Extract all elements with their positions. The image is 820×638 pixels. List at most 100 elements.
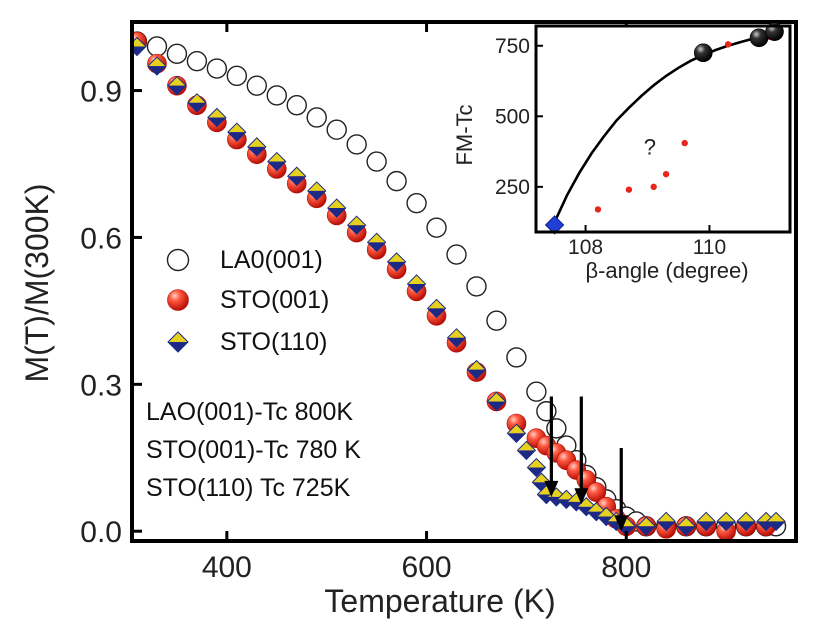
inset-x-axis-title: β-angle (degree) <box>585 258 748 283</box>
inset-black-sphere <box>693 43 713 63</box>
legend-item: LA0(001) <box>166 246 323 274</box>
data-point-STO(110) <box>227 122 247 142</box>
x-tick-label: 800 <box>601 551 651 584</box>
data-point-STO(110) <box>287 166 307 186</box>
data-point-STO(110) <box>736 511 756 532</box>
tc-notes: LAO(001)-Tc 800K STO(001)-Tc 780 K STO(110… <box>146 398 361 502</box>
data-point-LA0(001) <box>206 58 228 79</box>
data-point-STO(001) <box>586 482 607 502</box>
inset-red-dot <box>724 41 732 48</box>
data-point-LA0(001) <box>446 244 467 265</box>
tc-arrow <box>544 396 559 497</box>
data-point-STO(110) <box>466 359 487 380</box>
data-point-STO(110) <box>696 511 716 532</box>
y-axis-title: M(T)/M(300K) <box>19 183 55 382</box>
data-point-STO(110) <box>766 511 786 532</box>
legend-item: STO(001) <box>167 286 329 314</box>
data-point-LA0(001) <box>406 192 427 214</box>
data-point-STO(110) <box>147 56 167 76</box>
series-STO(110) <box>132 36 786 537</box>
data-point-STO(110) <box>656 511 676 532</box>
data-point-STO(110) <box>307 181 327 201</box>
data-point-LA0(001) <box>306 107 327 128</box>
data-point-LA0(001) <box>506 347 527 368</box>
data-point-STO(110) <box>446 328 467 348</box>
main-frame-border <box>130 20 798 543</box>
data-point-STO(110) <box>167 75 187 96</box>
data-point-STO(110) <box>526 457 547 478</box>
data-point-STO(110) <box>636 516 656 537</box>
inset-y-tick-label: 750 <box>495 35 530 58</box>
legend-marker-STO(110) <box>167 331 189 353</box>
inset-fit-curve <box>553 31 778 223</box>
tc-arrow <box>574 396 589 505</box>
tc-note-line: STO(110) Tc 725K <box>146 474 351 502</box>
data-point-STO(110) <box>187 93 207 113</box>
inset-x-tick-label: 108 <box>568 236 603 259</box>
data-point-LA0(001) <box>486 310 507 331</box>
data-point-STO(110) <box>486 391 507 412</box>
inset-y-axis-title: FM-Tc <box>452 104 477 165</box>
data-point-STO(110) <box>267 151 287 172</box>
data-point-STO(110) <box>207 107 227 128</box>
data-point-STO(110) <box>386 252 407 272</box>
data-point-LA0(001) <box>426 217 447 238</box>
inset-frame <box>534 24 792 234</box>
data-point-LA0(001) <box>466 276 487 297</box>
data-point-STO(110) <box>716 511 736 532</box>
data-point-LA0(001) <box>246 75 268 96</box>
legend-label: STO(110) <box>220 328 327 356</box>
data-point-LA0(001) <box>546 418 567 439</box>
data-point-STO(110) <box>506 423 527 443</box>
y-tick-label: 0.3 <box>80 369 122 402</box>
data-point-LA0(001) <box>346 134 367 155</box>
data-point-STO(110) <box>676 516 696 537</box>
tc-arrows <box>544 396 629 532</box>
legend-marker-STO(001) <box>167 289 189 311</box>
main-data-marks <box>132 31 787 541</box>
data-point-LA0(001) <box>266 85 287 106</box>
data-point-LA0(001) <box>326 119 347 140</box>
data-point-STO(110) <box>426 298 447 319</box>
main-axes: 400 600 800 0.0 0.3 0.6 0.9 <box>80 20 798 584</box>
inset-red-dot <box>625 186 633 193</box>
y-tick-label: 0.6 <box>80 222 122 255</box>
data-point-LA0(001) <box>166 43 188 65</box>
inset-red-dot <box>650 183 657 191</box>
data-point-STO(110) <box>247 137 267 157</box>
y-tick-label: 0.9 <box>80 76 122 109</box>
x-tick-label: 600 <box>402 551 452 584</box>
data-point-STO(110) <box>406 274 427 294</box>
inset-x-tick-label: 110 <box>693 236 726 259</box>
inset-red-dot <box>662 170 670 178</box>
tc-arrow <box>614 447 629 532</box>
inset-y-tick-label: 500 <box>495 105 530 128</box>
inset-background <box>536 26 790 232</box>
legend-marker-LA0(001) <box>166 248 190 272</box>
data-point-LA0(001) <box>226 65 248 87</box>
inset-red-dot <box>594 206 602 213</box>
data-point-STO(110) <box>366 232 387 253</box>
legend-item: STO(110) <box>167 328 327 356</box>
x-tick-label: 400 <box>202 551 252 584</box>
data-point-STO(110) <box>346 215 367 235</box>
data-point-STO(110) <box>516 440 537 461</box>
inset-plot: ? 108 110 250 500 750 β-angle (degree) FM-Tc <box>452 22 792 283</box>
data-point-LA0(001) <box>536 401 557 422</box>
data-point-LA0(001) <box>186 50 208 72</box>
tc-note-line: LAO(001)-Tc 800K <box>146 398 353 426</box>
data-point-STO(110) <box>326 198 347 218</box>
inset-question-mark: ? <box>644 135 656 160</box>
legend-label: STO(001) <box>220 286 329 314</box>
tc-note-line: STO(001)-Tc 780 K <box>146 436 361 464</box>
x-axis-title: Temperature (K) <box>324 583 555 619</box>
data-point-LA0(001) <box>286 95 307 116</box>
data-point-LA0(001) <box>386 170 407 192</box>
data-point-LA0(001) <box>146 36 168 57</box>
inset-red-dot <box>681 139 688 147</box>
y-tick-label: 0.0 <box>80 516 122 549</box>
legend: LA0(001) STO(001) STO(110) <box>166 246 329 356</box>
data-point-LA0(001) <box>366 151 387 172</box>
data-point-STO(110) <box>132 36 147 57</box>
